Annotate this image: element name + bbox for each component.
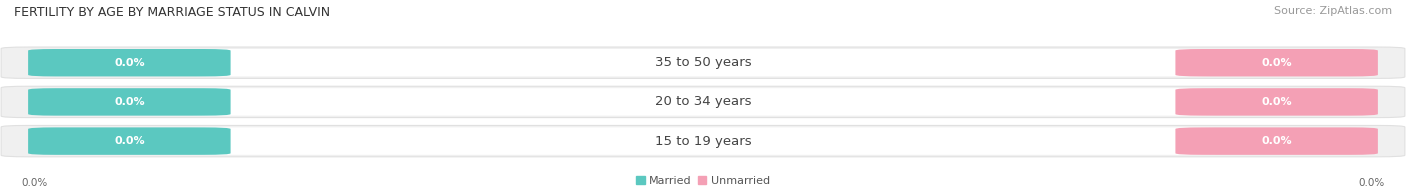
Text: 20 to 34 years: 20 to 34 years bbox=[655, 95, 751, 108]
FancyBboxPatch shape bbox=[1175, 127, 1378, 155]
FancyBboxPatch shape bbox=[1, 86, 1405, 118]
FancyBboxPatch shape bbox=[1175, 49, 1378, 76]
FancyBboxPatch shape bbox=[1175, 88, 1378, 116]
Text: Source: ZipAtlas.com: Source: ZipAtlas.com bbox=[1274, 6, 1392, 16]
Text: 0.0%: 0.0% bbox=[1261, 97, 1292, 107]
Text: 0.0%: 0.0% bbox=[1358, 178, 1385, 188]
Text: 35 to 50 years: 35 to 50 years bbox=[655, 56, 751, 69]
FancyBboxPatch shape bbox=[1, 125, 1405, 157]
FancyBboxPatch shape bbox=[28, 88, 231, 116]
Text: 15 to 19 years: 15 to 19 years bbox=[655, 135, 751, 148]
Text: 0.0%: 0.0% bbox=[1261, 136, 1292, 146]
FancyBboxPatch shape bbox=[187, 49, 1219, 76]
Text: 0.0%: 0.0% bbox=[1261, 58, 1292, 68]
Legend: Married, Unmarried: Married, Unmarried bbox=[631, 172, 775, 191]
FancyBboxPatch shape bbox=[187, 127, 1219, 155]
FancyBboxPatch shape bbox=[28, 127, 231, 155]
Text: 0.0%: 0.0% bbox=[21, 178, 48, 188]
FancyBboxPatch shape bbox=[28, 49, 231, 76]
Text: 0.0%: 0.0% bbox=[114, 136, 145, 146]
Text: 0.0%: 0.0% bbox=[114, 58, 145, 68]
Text: 0.0%: 0.0% bbox=[114, 97, 145, 107]
FancyBboxPatch shape bbox=[1, 47, 1405, 78]
FancyBboxPatch shape bbox=[187, 88, 1219, 116]
Text: FERTILITY BY AGE BY MARRIAGE STATUS IN CALVIN: FERTILITY BY AGE BY MARRIAGE STATUS IN C… bbox=[14, 6, 330, 19]
